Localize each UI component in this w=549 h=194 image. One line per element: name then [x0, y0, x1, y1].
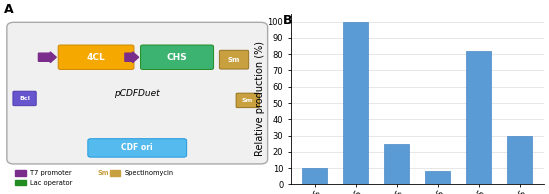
Bar — [344, 22, 368, 184]
Text: BcI: BcI — [19, 96, 30, 101]
FancyBboxPatch shape — [88, 139, 187, 157]
Bar — [467, 51, 491, 184]
Text: pCDFDuet: pCDFDuet — [114, 89, 160, 98]
FancyBboxPatch shape — [236, 93, 260, 108]
FancyBboxPatch shape — [220, 50, 249, 69]
Bar — [507, 136, 532, 184]
FancyArrow shape — [38, 52, 57, 62]
Bar — [425, 171, 450, 184]
FancyBboxPatch shape — [13, 91, 36, 106]
Text: Spectinomycin: Spectinomycin — [125, 170, 173, 176]
Text: Sm: Sm — [98, 170, 109, 176]
Y-axis label: Relative production (%): Relative production (%) — [255, 42, 265, 156]
Text: Lac operator: Lac operator — [30, 180, 72, 185]
Text: Sm: Sm — [242, 98, 253, 103]
Text: CHS: CHS — [167, 53, 187, 62]
FancyArrow shape — [125, 52, 138, 62]
Bar — [15, 180, 25, 185]
Text: T7 promoter: T7 promoter — [30, 170, 71, 176]
Text: Sm: Sm — [228, 57, 240, 63]
Bar — [110, 170, 120, 176]
Text: A: A — [4, 3, 14, 16]
FancyBboxPatch shape — [7, 22, 268, 164]
Text: CDF ori: CDF ori — [121, 143, 153, 152]
Bar — [384, 144, 409, 184]
Bar — [302, 168, 327, 184]
FancyBboxPatch shape — [58, 45, 134, 69]
Text: 4CL: 4CL — [87, 53, 105, 62]
Bar — [15, 170, 25, 176]
FancyBboxPatch shape — [141, 45, 214, 69]
Text: B: B — [283, 14, 292, 27]
